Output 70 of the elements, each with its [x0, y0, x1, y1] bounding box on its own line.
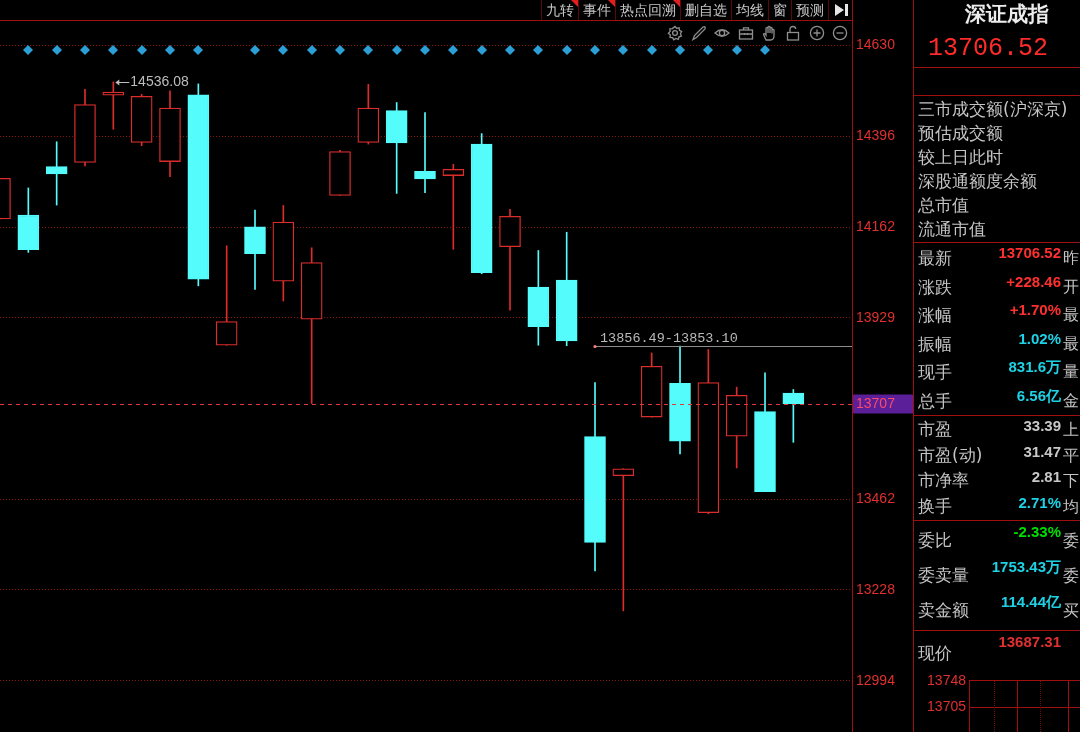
- category-label: 深股通额度余额: [918, 170, 1037, 193]
- category-label: 振幅: [918, 332, 952, 356]
- category-label: 上: [1063, 420, 1079, 439]
- text: +1.70%: [1009, 301, 1061, 319]
- category-label: 三市成交额(沪深京): [918, 98, 1068, 121]
- category-label: 最新: [918, 247, 952, 270]
- category-label: 昨: [1063, 248, 1079, 267]
- y-tick-label: 14630: [856, 36, 896, 53]
- category-label: 下: [1063, 471, 1079, 491]
- category-label: 预估成交额: [918, 122, 1003, 145]
- category-label: 买: [1063, 601, 1079, 620]
- text: 窗: [768, 0, 791, 20]
- ref-line-label: 13707: [856, 395, 896, 412]
- category-label: 市盈: [918, 418, 952, 441]
- category-label: 流通市值: [918, 218, 986, 241]
- category-label: 市净率: [918, 469, 969, 493]
- y-tick-label: 12994: [856, 671, 896, 688]
- category-label: 市盈(动): [918, 443, 983, 467]
- text: 事件: [578, 0, 615, 20]
- category-label: 最: [1063, 333, 1079, 353]
- text: 九转: [541, 0, 578, 20]
- text: 2.71%: [1018, 494, 1061, 512]
- text: 13748: [927, 672, 966, 690]
- category-label: 现手: [918, 361, 952, 385]
- y-tick-label: 13462: [856, 489, 896, 506]
- candlestick: [414, 112, 436, 193]
- category-label: 金: [1063, 391, 1079, 410]
- candlestick: [215, 245, 238, 346]
- category-label: 涨幅: [918, 304, 952, 328]
- text: 2.81: [1031, 468, 1061, 486]
- text: 31.47: [1023, 442, 1061, 460]
- category-label: 涨跌: [918, 275, 952, 299]
- category-label: 卖金额: [918, 599, 969, 622]
- category-label: 平: [1063, 445, 1079, 465]
- text: 均线: [731, 0, 768, 20]
- category-label: 最: [1063, 305, 1079, 325]
- category-label: 较上日此时: [918, 146, 1003, 169]
- category-label: 委比: [918, 529, 952, 552]
- category-label: 委卖量: [918, 564, 969, 587]
- text: 预测: [791, 0, 828, 20]
- y-tick-label: 14396: [856, 127, 896, 144]
- annotation: 14536.08: [130, 73, 189, 90]
- category-label: 委: [1063, 566, 1079, 585]
- text: 1753.43万: [991, 558, 1061, 575]
- text: 114.44亿: [1000, 593, 1061, 610]
- text: 热点回溯: [615, 0, 680, 20]
- text: 13706.52: [998, 244, 1061, 261]
- text: 13687.31: [998, 633, 1061, 650]
- text: 33.39: [1023, 417, 1061, 434]
- category-label: 总市值: [918, 194, 969, 217]
- y-tick-label: 14162: [856, 218, 896, 235]
- text: +228.46: [1006, 272, 1061, 290]
- category-label: 量: [1063, 362, 1079, 382]
- ref-line-label: 13856.49-13853.10: [600, 330, 738, 346]
- text: 删自选: [680, 0, 731, 20]
- category-label: 现价: [918, 642, 952, 665]
- text: 深证成指: [965, 0, 1049, 28]
- text: 13705: [927, 698, 966, 716]
- category-label: 开: [1063, 276, 1079, 296]
- y-tick-label: 13228: [856, 580, 896, 597]
- category-label: 委: [1063, 531, 1079, 550]
- text: 13706.52: [928, 34, 1049, 65]
- category-label: 总手: [918, 390, 952, 413]
- text: 831.6万: [1008, 358, 1061, 376]
- text: 1.02%: [1018, 329, 1061, 347]
- text: 6.56亿: [1016, 387, 1061, 404]
- category-label: 均: [1063, 497, 1079, 517]
- category-label: 换手: [918, 495, 952, 519]
- y-tick-label: 13929: [856, 308, 896, 325]
- text: -2.33%: [1013, 523, 1061, 540]
